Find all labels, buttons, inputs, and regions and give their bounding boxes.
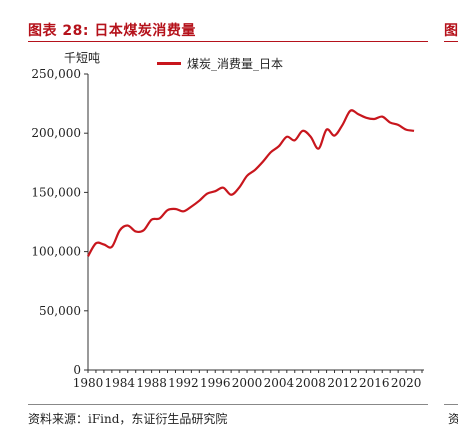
y-axis-unit-label: 千短吨 <box>64 51 101 65</box>
next-chart-footer-divider <box>444 404 458 405</box>
next-chart-title-fragment: 图 <box>444 23 458 39</box>
x-tick-label: 2000 <box>232 376 263 390</box>
y-tick-label: 250,000 <box>31 67 81 81</box>
series-line-coal-consumption <box>87 109 415 257</box>
chart-legend: 煤炭_消费量_日本 <box>157 55 283 72</box>
footer-divider <box>28 404 428 405</box>
x-tick-label: 1996 <box>200 376 231 390</box>
x-tick-label: 2012 <box>327 376 358 390</box>
x-tick-label: 1992 <box>168 376 199 390</box>
x-tick-label: 2008 <box>295 376 326 390</box>
x-tick-label: 2004 <box>264 376 295 390</box>
y-tick-label: 0 <box>73 363 81 377</box>
y-tick-label: 50,000 <box>39 304 81 318</box>
next-chart-divider <box>444 41 458 42</box>
y-tick-label: 100,000 <box>31 245 81 259</box>
x-tick-label: 1980 <box>73 376 104 390</box>
legend-series-label: 煤炭_消费量_日本 <box>187 57 284 71</box>
chart-title: 图表 28: 日本煤炭消费量 <box>28 23 196 39</box>
y-tick-label: 150,000 <box>31 185 81 199</box>
y-tick-label: 200,000 <box>31 126 81 140</box>
legend-line-swatch <box>157 62 181 65</box>
source-note: 资料来源：iFind，东证衍生品研究院 <box>28 412 228 426</box>
x-tick-label: 2020 <box>391 376 422 390</box>
x-tick-label: 1988 <box>136 376 167 390</box>
x-tick-label: 1984 <box>105 376 136 390</box>
title-divider <box>28 41 428 42</box>
next-chart-source-fragment: 资 <box>448 412 458 426</box>
x-tick-label: 2016 <box>359 376 390 390</box>
